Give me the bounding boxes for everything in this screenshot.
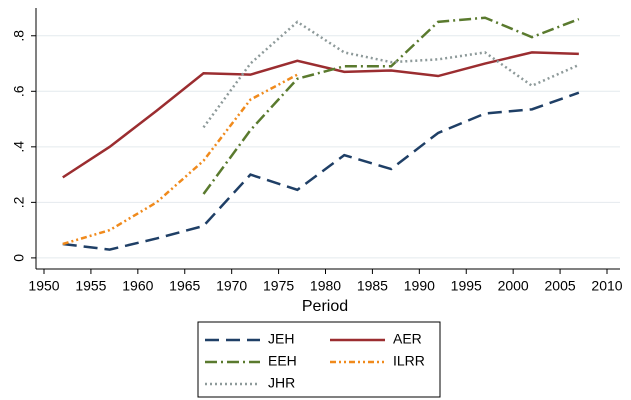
y-tick-label: 0 [11, 254, 27, 262]
y-tick-label: .4 [11, 141, 27, 153]
legend-label: JEH [268, 331, 294, 347]
x-tick-label: 2010 [591, 278, 622, 294]
legend-label: EEH [268, 353, 297, 369]
y-tick-label: .6 [11, 85, 27, 97]
series-line [202, 20, 580, 129]
x-tick-label: 1985 [357, 278, 388, 294]
x-tick-label: 1990 [404, 278, 435, 294]
x-tick-label: 1950 [28, 278, 59, 294]
x-tick-label: 1955 [75, 278, 106, 294]
legend-label: ILRR [393, 353, 425, 369]
x-tick-label: 2005 [545, 278, 576, 294]
series-line [62, 91, 580, 251]
legend-label: AER [393, 331, 422, 347]
x-tick-label: 1995 [451, 278, 482, 294]
y-tick-label: .8 [11, 30, 27, 42]
x-tick-label: 1975 [263, 278, 294, 294]
series-line [62, 73, 298, 246]
legend-label: JHR [268, 375, 295, 391]
legend-box [197, 321, 441, 398]
series-line [62, 51, 579, 179]
x-tick-label: 2000 [498, 278, 529, 294]
series-line [202, 16, 580, 195]
x-tick-label: 1960 [122, 278, 153, 294]
x-tick-label: 1965 [169, 278, 200, 294]
y-tick-label: .2 [11, 196, 27, 208]
x-tick-label: 1970 [216, 278, 247, 294]
x-tick-label: 1980 [310, 278, 341, 294]
x-axis-label: Period [302, 298, 348, 315]
